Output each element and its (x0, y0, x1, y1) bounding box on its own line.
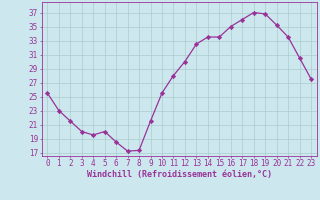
X-axis label: Windchill (Refroidissement éolien,°C): Windchill (Refroidissement éolien,°C) (87, 170, 272, 179)
